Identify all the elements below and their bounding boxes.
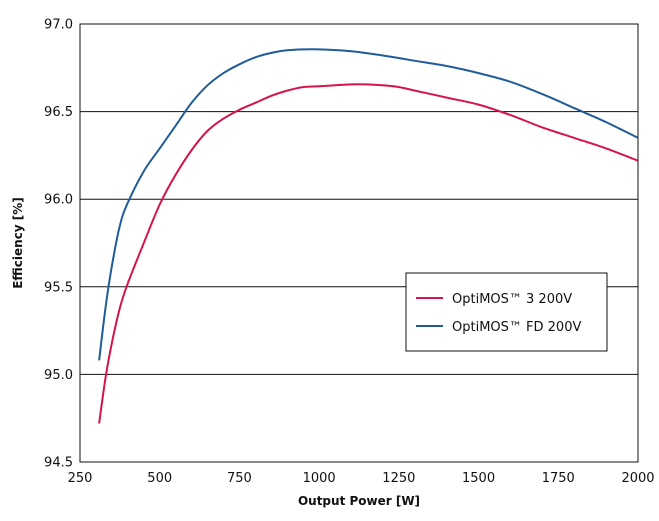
x-tick-label: 1000 [303,471,336,486]
x-tick-label: 1750 [542,471,575,486]
tick-labels: 94.5 95.0 95.5 96.0 96.5 97.0 250 500 750 1000 125… [44,18,655,487]
grid-lines [80,23,638,463]
series-line-optimos3 [98,83,639,424]
series-lines [98,48,639,424]
x-tick-label: 250 [68,471,93,486]
y-tick-label: 96.0 [44,193,73,208]
y-tick-label: 96.5 [44,105,73,120]
y-tick-label: 95.0 [44,368,73,383]
plot-area-border [79,23,639,463]
x-tick-label: 750 [227,471,252,486]
x-tick-label: 2000 [621,471,654,486]
x-axis-label: Output Power [W] [298,494,420,508]
x-tick-label: 1250 [382,471,415,486]
legend-box [405,272,608,352]
series-line-optimos-fd [98,48,639,361]
x-tick-label: 500 [147,471,172,486]
x-tick-label: 1500 [462,471,495,486]
y-axis-label: Efficiency [%] [11,197,25,289]
y-tick-label: 97.0 [44,18,73,33]
legend-label-optimos-fd: OptiMOS™ FD 200V [452,320,581,335]
legend-label-optimos3: OptiMOS™ 3 200V [452,292,572,307]
legend: OptiMOS™ 3 200V OptiMOS™ FD 200V [405,272,608,352]
y-tick-label: 94.5 [44,456,73,471]
y-tick-label: 95.5 [44,280,73,295]
